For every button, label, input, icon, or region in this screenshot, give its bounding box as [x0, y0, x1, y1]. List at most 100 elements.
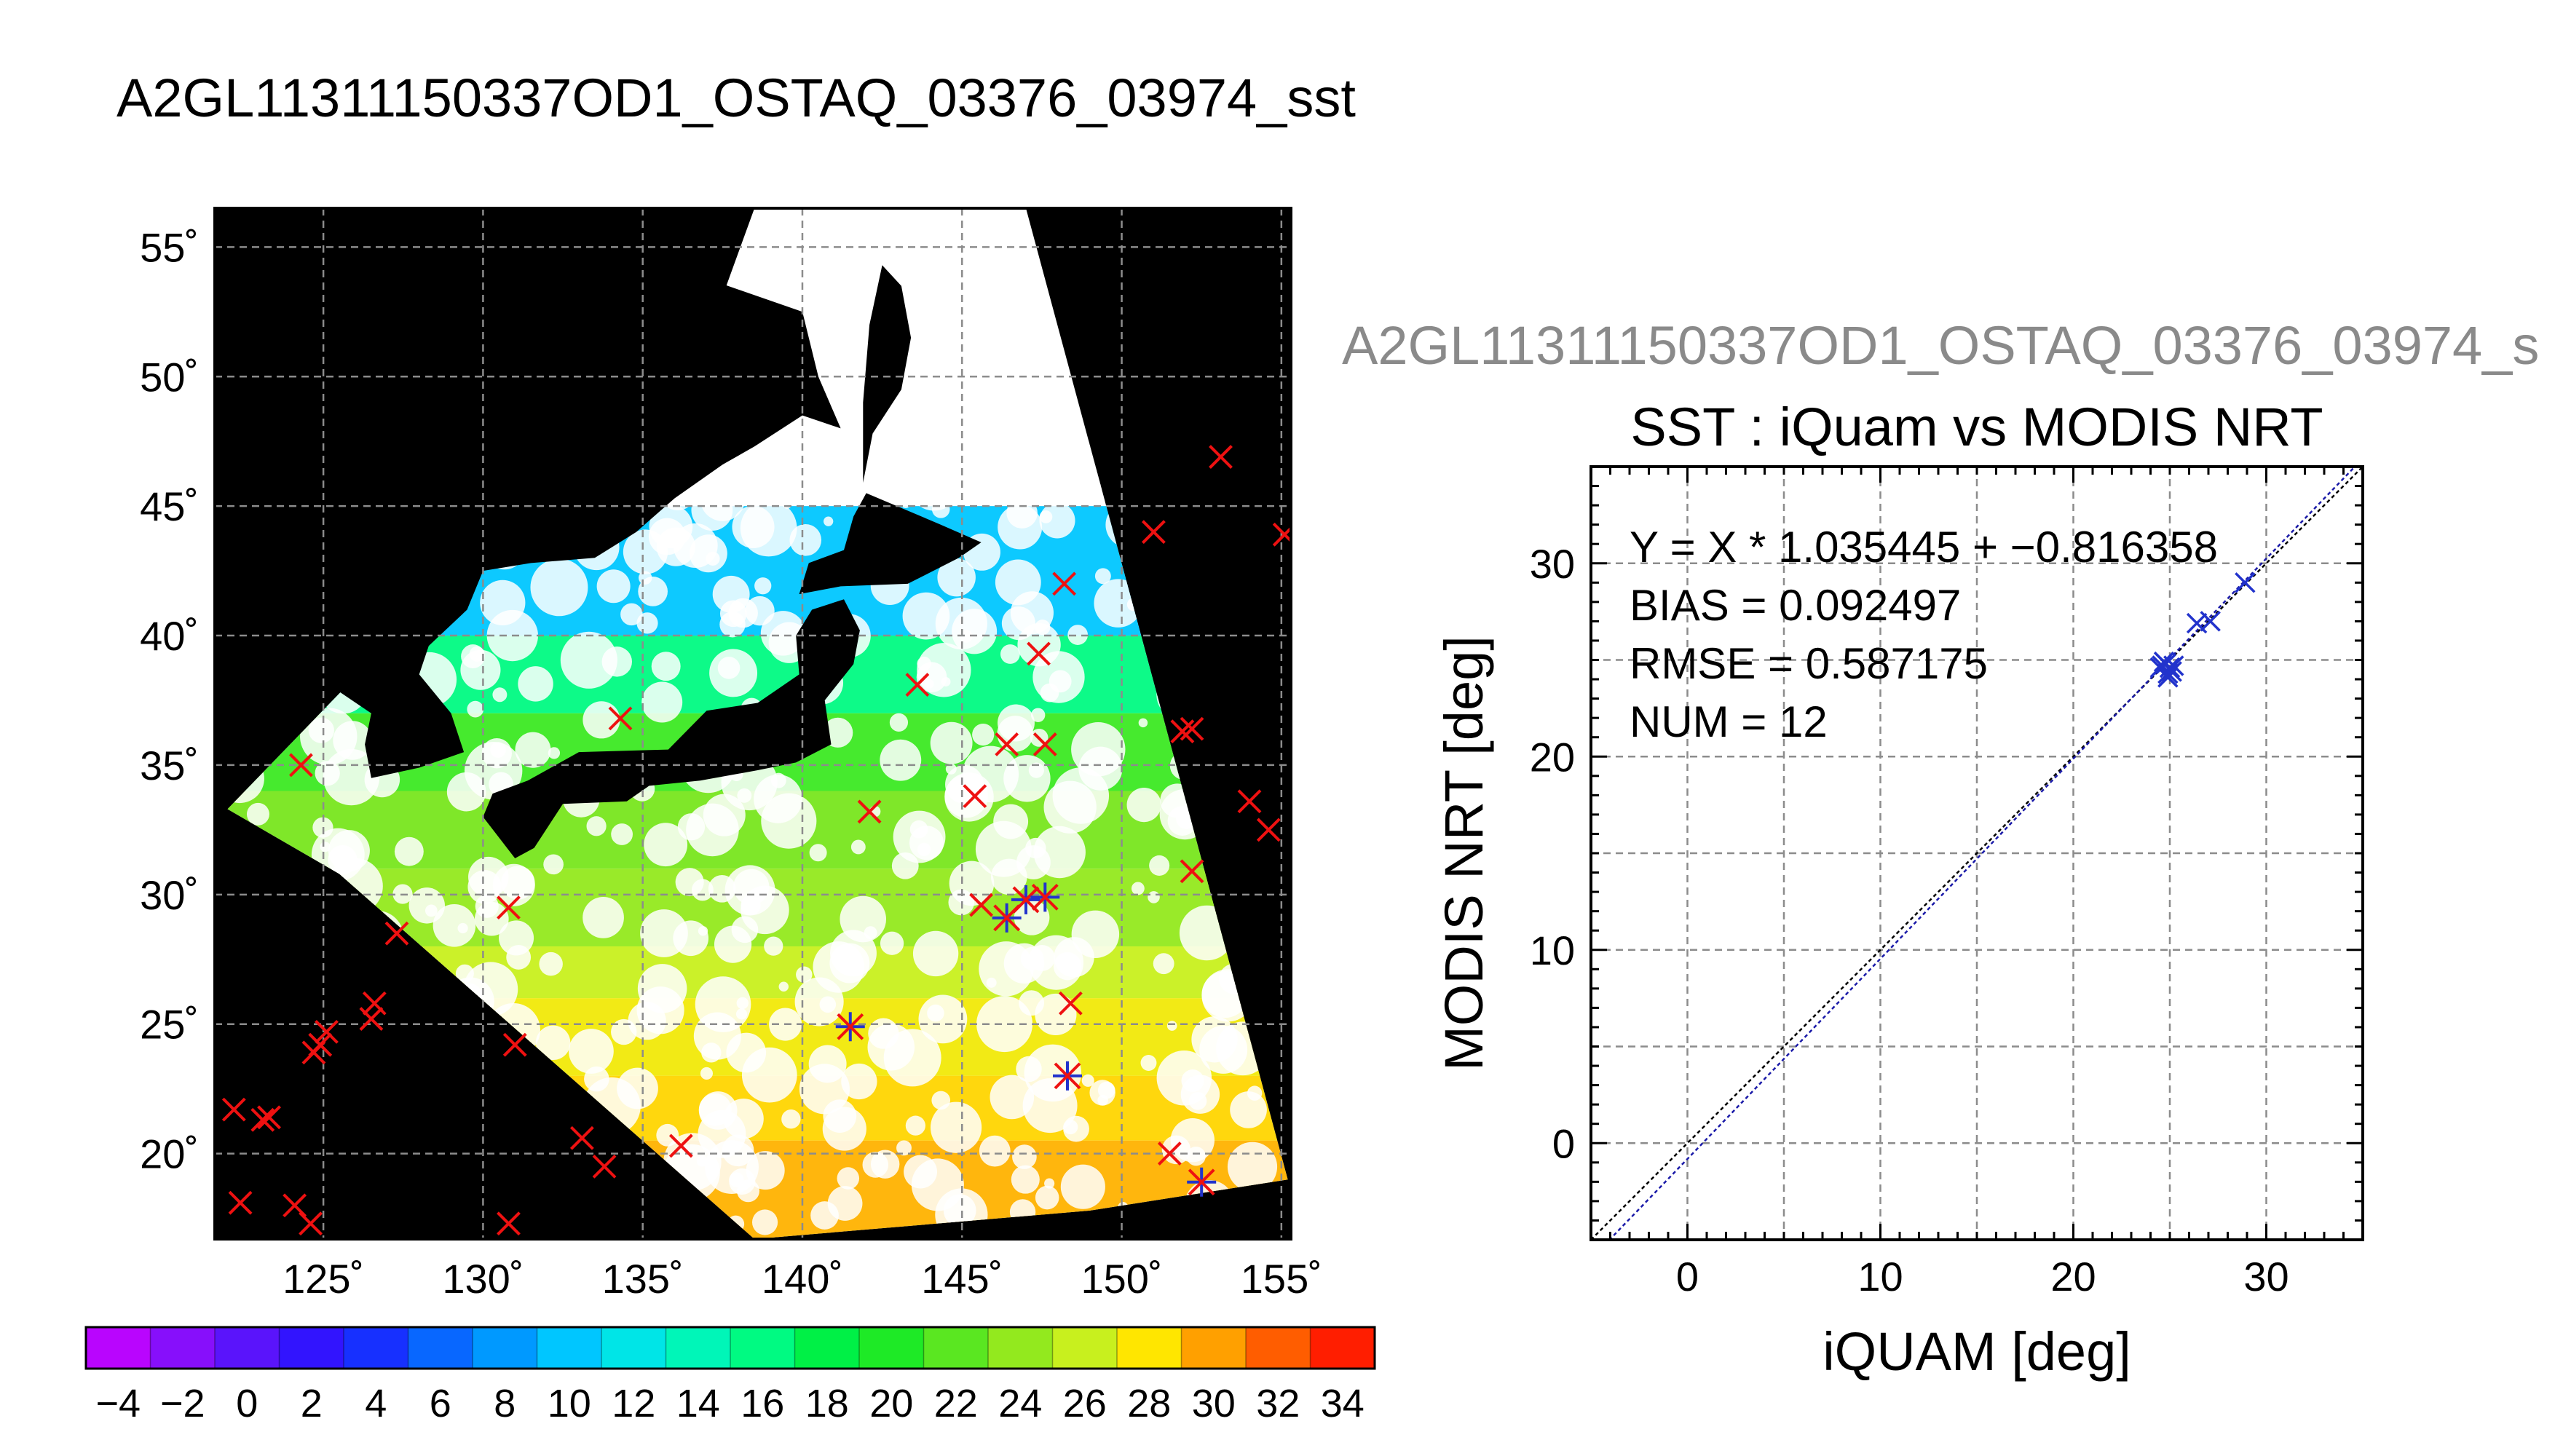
scatter-y-tick-label: 10: [1530, 927, 1575, 973]
rejected-point: [283, 1193, 307, 1218]
rejected-point: [1027, 641, 1051, 666]
colorbar-segment: [730, 1327, 795, 1369]
cloud-patch: [1071, 722, 1126, 777]
cloud-patch: [930, 721, 973, 764]
cloud-patch: [1166, 1021, 1177, 1031]
cloud-patch: [568, 1029, 614, 1074]
scatter-plot: SST : iQuam vs MODIS NRT 0 0 10 10 20 20 30 30 iQ…: [1434, 397, 2364, 1382]
cloud-patch: [460, 649, 501, 690]
cloud-patch: [675, 868, 704, 897]
rejected-point: [228, 1190, 253, 1215]
lat-tick-label: 45˚: [140, 483, 199, 529]
cloud-patch: [809, 844, 827, 862]
cloud-patch: [1017, 623, 1061, 667]
colorbar-segment: [279, 1327, 344, 1369]
rejected-point: [362, 991, 387, 1016]
cloud-patch: [1011, 1165, 1040, 1194]
cloud-patch: [583, 701, 620, 739]
fit-stat-line: RMSE = 0.587175: [1630, 639, 1988, 688]
colorbar-segment: [150, 1327, 216, 1369]
lon-tick-label: 145˚: [921, 1256, 1003, 1302]
cloud-patch: [979, 1135, 1011, 1167]
lat-tick-label: 20˚: [140, 1131, 199, 1177]
cloud-patch: [1153, 953, 1174, 975]
cloud-patch: [638, 577, 668, 606]
cloud-patch: [701, 1042, 722, 1063]
cloud-patch: [764, 936, 783, 956]
rejected-point: [1237, 789, 1262, 814]
cloud-patch: [1149, 855, 1170, 876]
cloud-patch: [908, 459, 960, 511]
rejected-point: [1180, 716, 1204, 741]
cloud-patch: [880, 931, 904, 955]
rejected-point: [857, 799, 882, 824]
sst-map: 20˚ 25˚ 30˚ 35˚ 40˚ 45˚ 50˚ 55˚ 125˚ 130˚ 135˚ 140˚…: [140, 207, 1322, 1302]
matched-point: [1188, 1168, 1215, 1196]
cloud-patch: [958, 447, 995, 483]
cloud-patch: [323, 748, 380, 806]
rejected-point: [497, 895, 521, 920]
cloud-patch: [704, 1139, 759, 1195]
cloud-patch: [492, 687, 508, 703]
cloud-patch: [1180, 1075, 1220, 1114]
cloud-patch: [1000, 644, 1020, 664]
cloud-patch: [677, 813, 706, 841]
rejected-point: [1180, 859, 1204, 884]
cloud-patch: [535, 1025, 571, 1061]
cloud-patch: [810, 1201, 839, 1230]
fit-line: [1608, 467, 2356, 1240]
cloud-patch: [841, 1063, 877, 1100]
cloud-patch: [719, 612, 746, 638]
scatter-content: [1591, 467, 2363, 1240]
cloud-patch: [1097, 1081, 1115, 1099]
rejected-point: [569, 1125, 594, 1150]
colorbar-tick-label: 34: [1321, 1382, 1365, 1425]
colorbar-tick-label: 26: [1063, 1382, 1107, 1425]
rejected-point: [1256, 818, 1281, 842]
colorbar-tick-label: 6: [430, 1382, 451, 1425]
cloud-patch: [741, 1047, 797, 1103]
cloud-patch: [916, 662, 947, 693]
fit-stat-line: NUM = 12: [1630, 697, 1828, 746]
cloud-patch: [530, 558, 588, 617]
cloud-patch: [457, 922, 468, 934]
rejected-point: [289, 753, 313, 778]
rejected-point: [257, 1105, 281, 1130]
rejected-point: [1052, 571, 1077, 596]
cloud-patch: [1035, 1185, 1059, 1210]
colorbar-tick-label: 0: [236, 1382, 258, 1425]
rejected-point: [592, 1154, 617, 1179]
rejected-point: [1141, 520, 1166, 545]
cloud-patch: [1032, 463, 1059, 488]
scatter-file-title: A2GL11311150337OD1_OSTAQ_03376_03974_s: [1342, 315, 2540, 376]
rejected-point: [315, 1019, 339, 1044]
cloud-patch: [596, 569, 631, 604]
cloud-patch: [778, 981, 789, 992]
cloud-patch: [708, 481, 734, 507]
cloud-patch: [480, 579, 526, 625]
colorbar-tick-label: 16: [741, 1382, 784, 1425]
cloud-patch: [751, 1209, 778, 1235]
cloud-patch: [931, 500, 950, 518]
cloud-patch: [656, 1123, 679, 1147]
lat-tick-label: 30˚: [140, 872, 199, 918]
cloud-patch: [515, 732, 551, 768]
colorbar-segment: [408, 1327, 473, 1369]
lon-tick-label: 155˚: [1241, 1256, 1322, 1302]
cloud-patch: [837, 1167, 860, 1190]
cloud-patch: [706, 551, 720, 566]
cloud-patch: [333, 721, 372, 760]
cloud-patch: [986, 977, 997, 988]
cloud-patch: [695, 976, 751, 1032]
cloud-patch: [1019, 990, 1045, 1016]
rejected-point: [308, 1032, 333, 1057]
rejected-point: [299, 1211, 323, 1236]
rejected-point: [608, 706, 633, 731]
colorbar-tick-label: 12: [612, 1382, 655, 1425]
colorbar-segment: [215, 1327, 280, 1369]
colorbar-segment: [1246, 1327, 1311, 1369]
rejected-point: [1157, 1142, 1182, 1166]
identity-line: [1591, 467, 2363, 1240]
cloud-patch: [731, 916, 759, 943]
cloud-patch: [1081, 1074, 1094, 1087]
